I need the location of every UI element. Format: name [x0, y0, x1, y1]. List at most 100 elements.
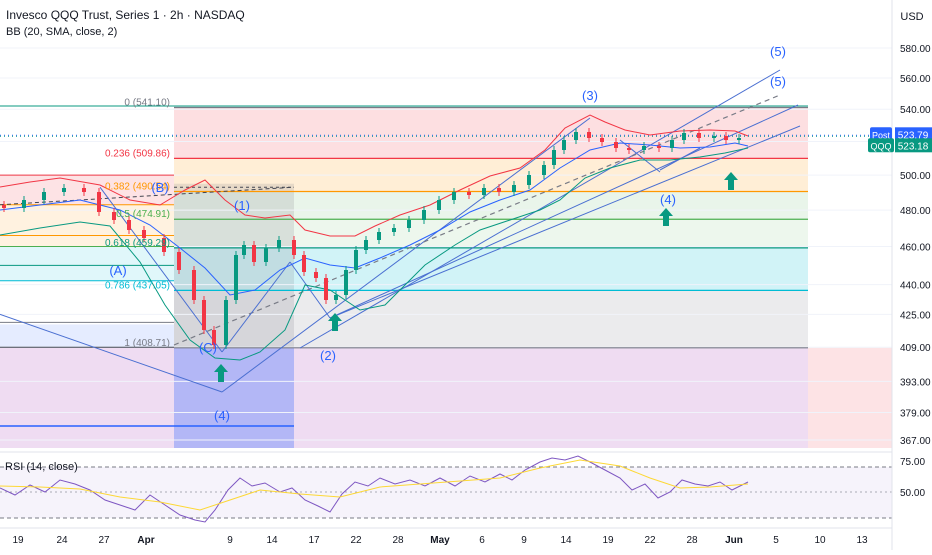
candle-body [344, 270, 348, 295]
rsi-tick-label: 75.00 [900, 457, 925, 468]
left-blue-zone [0, 324, 174, 348]
rsi-pane [0, 451, 892, 529]
candle-body [224, 300, 228, 345]
candle-body [212, 330, 216, 345]
wave-label: (C) [199, 340, 217, 355]
candle-body [452, 192, 456, 200]
post-badge [870, 127, 892, 142]
candle-body [82, 188, 86, 192]
trend-line [221, 117, 591, 393]
candle-body [737, 138, 741, 140]
fib-level-label: 0.382 (490.54) [105, 181, 170, 192]
wave-label: (5) [770, 44, 786, 59]
candle-body [467, 192, 471, 195]
post-value-badge [895, 127, 932, 142]
time-tick-label: 19 [602, 535, 614, 546]
fib-level-label: 0.786 (437.05) [105, 280, 170, 291]
bb-indicator-label[interactable]: BB (20, SMA, close, 2) [6, 26, 118, 38]
candle-body [600, 138, 604, 142]
time-tick-label: 14 [560, 535, 572, 546]
trend-line [329, 125, 801, 319]
fib-zone [174, 290, 808, 348]
post-badge-label: Post [872, 130, 891, 140]
trend-line [289, 261, 331, 319]
price-tick-label: 500.00 [900, 171, 931, 182]
candle-body [642, 146, 646, 150]
candle-body [177, 252, 181, 270]
time-tick-label: 28 [392, 535, 404, 546]
arrows [214, 172, 738, 382]
trend-line [0, 313, 223, 393]
candle-body [574, 132, 578, 140]
time-tick-label: 19 [12, 535, 24, 546]
time-tick-label: May [430, 535, 450, 546]
rsi-indicator-label[interactable]: RSI (14, close) [5, 461, 78, 473]
time-tick-label: 27 [98, 535, 110, 546]
time-tick-label: 22 [350, 535, 362, 546]
candle-body [512, 185, 516, 192]
bb-upper-band [0, 114, 749, 237]
symbol-title[interactable]: Invesco QQQ Trust, Series 1 · 2h · NASDA… [6, 8, 245, 22]
price-axis-panel [892, 0, 932, 550]
price-tick-label: 560.00 [900, 74, 931, 85]
candle-body [242, 245, 246, 255]
wave-labels: (5) (5) (3) (4) (1) (B) (A) (C) (2) (4) [109, 44, 786, 423]
candle-body [724, 136, 728, 140]
time-tick-label: 5 [773, 535, 779, 546]
fib-labels: 0 (541.10) 0.236 (509.86) 0.382 (490.54) 0.… [105, 97, 170, 348]
candle-body [712, 136, 716, 138]
time-tick-label: 14 [266, 535, 278, 546]
wave-label: (2) [320, 348, 336, 363]
candle-body [42, 192, 46, 200]
price-tick-label: 409.00 [900, 343, 931, 354]
bb-basis [0, 142, 749, 296]
candle-body [657, 146, 661, 148]
trend-line [221, 261, 291, 353]
candle-body [552, 150, 556, 165]
axes: USD580.00560.00540.00520.00500.00480.004… [12, 0, 932, 550]
candle-body [670, 140, 674, 148]
dashed-trend-line [173, 94, 781, 346]
up-arrow-icon [214, 364, 228, 382]
fib-level-label: 0.618 (459.29) [105, 238, 170, 249]
wave-label: (3) [582, 88, 598, 103]
candle-body [497, 188, 501, 192]
wave-label: (1) [234, 198, 250, 213]
price-tick-label: 379.00 [900, 408, 931, 419]
trend-line [99, 186, 223, 353]
fib-level-label: 0.5 (474.91) [116, 209, 170, 220]
candle-body [142, 230, 146, 238]
candle-body [302, 255, 306, 272]
up-arrow-icon [724, 172, 738, 190]
post-value-label: 523.79 [898, 130, 929, 141]
trend-line [299, 69, 781, 349]
candle-body [22, 200, 26, 208]
wave-label: (B) [151, 180, 168, 195]
candle-body [202, 300, 206, 330]
time-tick-label: 9 [521, 535, 527, 546]
candle-body [277, 240, 281, 248]
up-arrow-icon [659, 208, 673, 226]
time-tick-label: 10 [814, 535, 826, 546]
price-tick-label: 480.00 [900, 206, 931, 217]
candle-body [364, 240, 368, 250]
candle-body [62, 188, 66, 192]
bollinger-bands [0, 114, 749, 361]
candle-body [407, 220, 411, 228]
candle-body [682, 133, 686, 140]
candle-body [482, 188, 486, 195]
candle-body [292, 240, 296, 255]
candle-body [127, 220, 131, 230]
candle-body [392, 228, 396, 232]
fib-zone [174, 107, 808, 159]
time-tick-label: 24 [56, 535, 68, 546]
candle-body [112, 212, 116, 220]
candles [2, 128, 741, 349]
price-tick-label: 580.00 [900, 44, 931, 55]
candle-body [614, 142, 618, 148]
candle-body [627, 148, 631, 150]
trend-drawings [0, 69, 801, 393]
qqq-value-badge [895, 138, 932, 153]
